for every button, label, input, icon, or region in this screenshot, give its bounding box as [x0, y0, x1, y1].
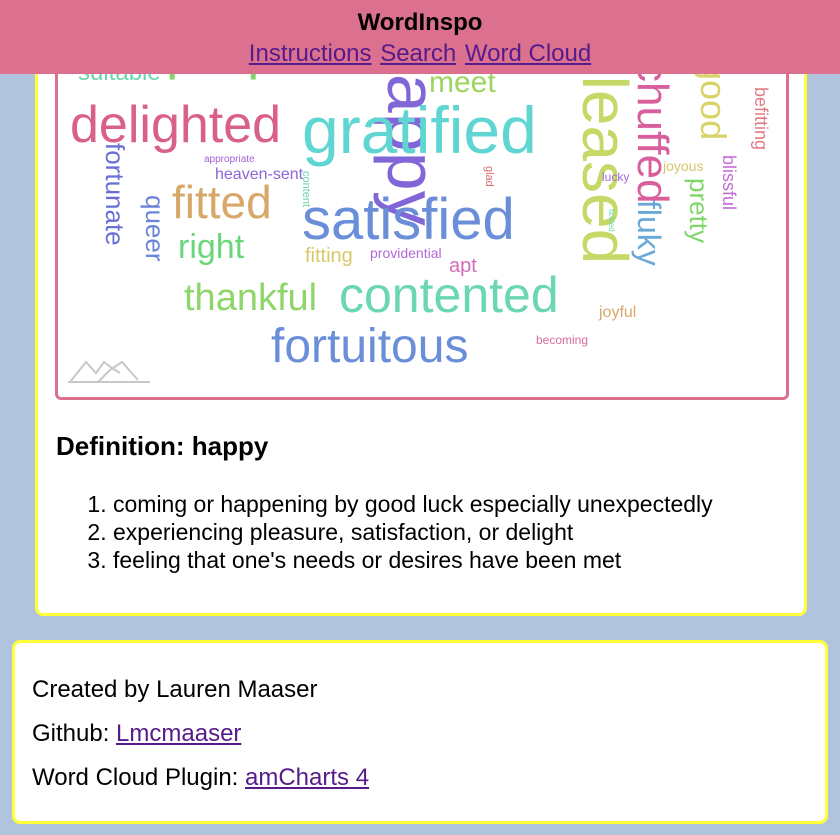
main-nav: Instructions Search Word Cloud	[0, 40, 840, 68]
word-cloud-canvas: suitable proper happy meet pleased chuff…	[68, 40, 771, 383]
cloud-word-fitting[interactable]: fitting	[305, 245, 353, 267]
footer-card: Created by Lauren Maaser Github: Lmcmaas…	[12, 640, 828, 824]
amcharts-logo-icon[interactable]	[68, 360, 150, 383]
cloud-word-content[interactable]: content	[300, 171, 312, 207]
cloud-word-right[interactable]: right	[178, 228, 245, 266]
cloud-word-glad[interactable]: glad	[483, 166, 495, 187]
cloud-word-apt[interactable]: apt	[449, 255, 477, 277]
cloud-word-fortunate[interactable]: fortunate	[100, 143, 130, 246]
cloud-word-thankful[interactable]: thankful	[184, 277, 317, 319]
cloud-word-fortuitous[interactable]: fortuitous	[271, 320, 468, 373]
cloud-word-fitted[interactable]: fitted	[172, 176, 272, 228]
cloud-word-joyous[interactable]: joyous	[662, 158, 703, 174]
plugin-line: Word Cloud Plugin: amCharts 4	[32, 764, 369, 792]
cloud-word-pleased[interactable]: pleased	[569, 40, 641, 264]
cloud-word-lucky[interactable]: lucky	[602, 170, 629, 184]
cloud-word-tickled[interactable]: tickled	[607, 209, 616, 232]
cloud-word-pretty[interactable]: pretty	[684, 178, 714, 243]
cloud-word-chuffed[interactable]: chuffed	[628, 60, 677, 204]
github-link[interactable]: Lmcmaaser	[116, 720, 242, 747]
cloud-word-contented[interactable]: contented	[339, 267, 559, 323]
plugin-link[interactable]: amCharts 4	[245, 764, 370, 791]
created-by-text: Created by Lauren Maaser	[32, 676, 318, 703]
app-title: WordInspo	[357, 9, 483, 36]
cloud-word-befitting[interactable]: befitting	[751, 87, 771, 150]
nav-link-instructions[interactable]: Instructions	[248, 40, 372, 67]
cloud-word-heaven-sent[interactable]: heaven-sent	[215, 166, 304, 183]
definition-item: experiencing pleasure, satisfaction, or …	[113, 518, 713, 546]
definition-item: feeling that one's needs or desires have…	[113, 546, 713, 574]
cloud-word-delighted[interactable]: delighted	[70, 96, 281, 154]
definition-title: Definition: happy	[56, 431, 269, 461]
cloud-word-satisfied[interactable]: satisfied	[302, 187, 515, 252]
cloud-word-becoming[interactable]: becoming	[536, 333, 588, 347]
definition-list: coming or happening by good luck especia…	[56, 490, 713, 574]
app-header: WordInspo Instructions Search Word Cloud	[0, 0, 840, 74]
cloud-word-providential[interactable]: providential	[370, 245, 442, 261]
cloud-word-appropriate[interactable]: appropriate	[204, 154, 255, 165]
definition-item: coming or happening by good luck especia…	[113, 490, 713, 518]
github-line: Github: Lmcmaaser	[32, 720, 241, 748]
github-label: Github:	[32, 720, 117, 747]
cloud-word-queer[interactable]: queer	[140, 195, 170, 262]
cloud-word-fluky[interactable]: fluky	[631, 200, 667, 266]
cloud-word-blissful[interactable]: blissful	[719, 155, 739, 210]
cloud-word-gratified[interactable]: gratified	[302, 93, 537, 167]
word-cloud: suitable proper happy meet pleased chuff…	[55, 40, 789, 400]
results-card: suitable proper happy meet pleased chuff…	[35, 40, 807, 616]
cloud-word-joyful[interactable]: joyful	[598, 304, 636, 321]
plugin-label: Word Cloud Plugin:	[32, 764, 245, 791]
nav-link-word-cloud[interactable]: Word Cloud	[464, 40, 592, 67]
nav-link-search[interactable]: Search	[380, 40, 457, 67]
